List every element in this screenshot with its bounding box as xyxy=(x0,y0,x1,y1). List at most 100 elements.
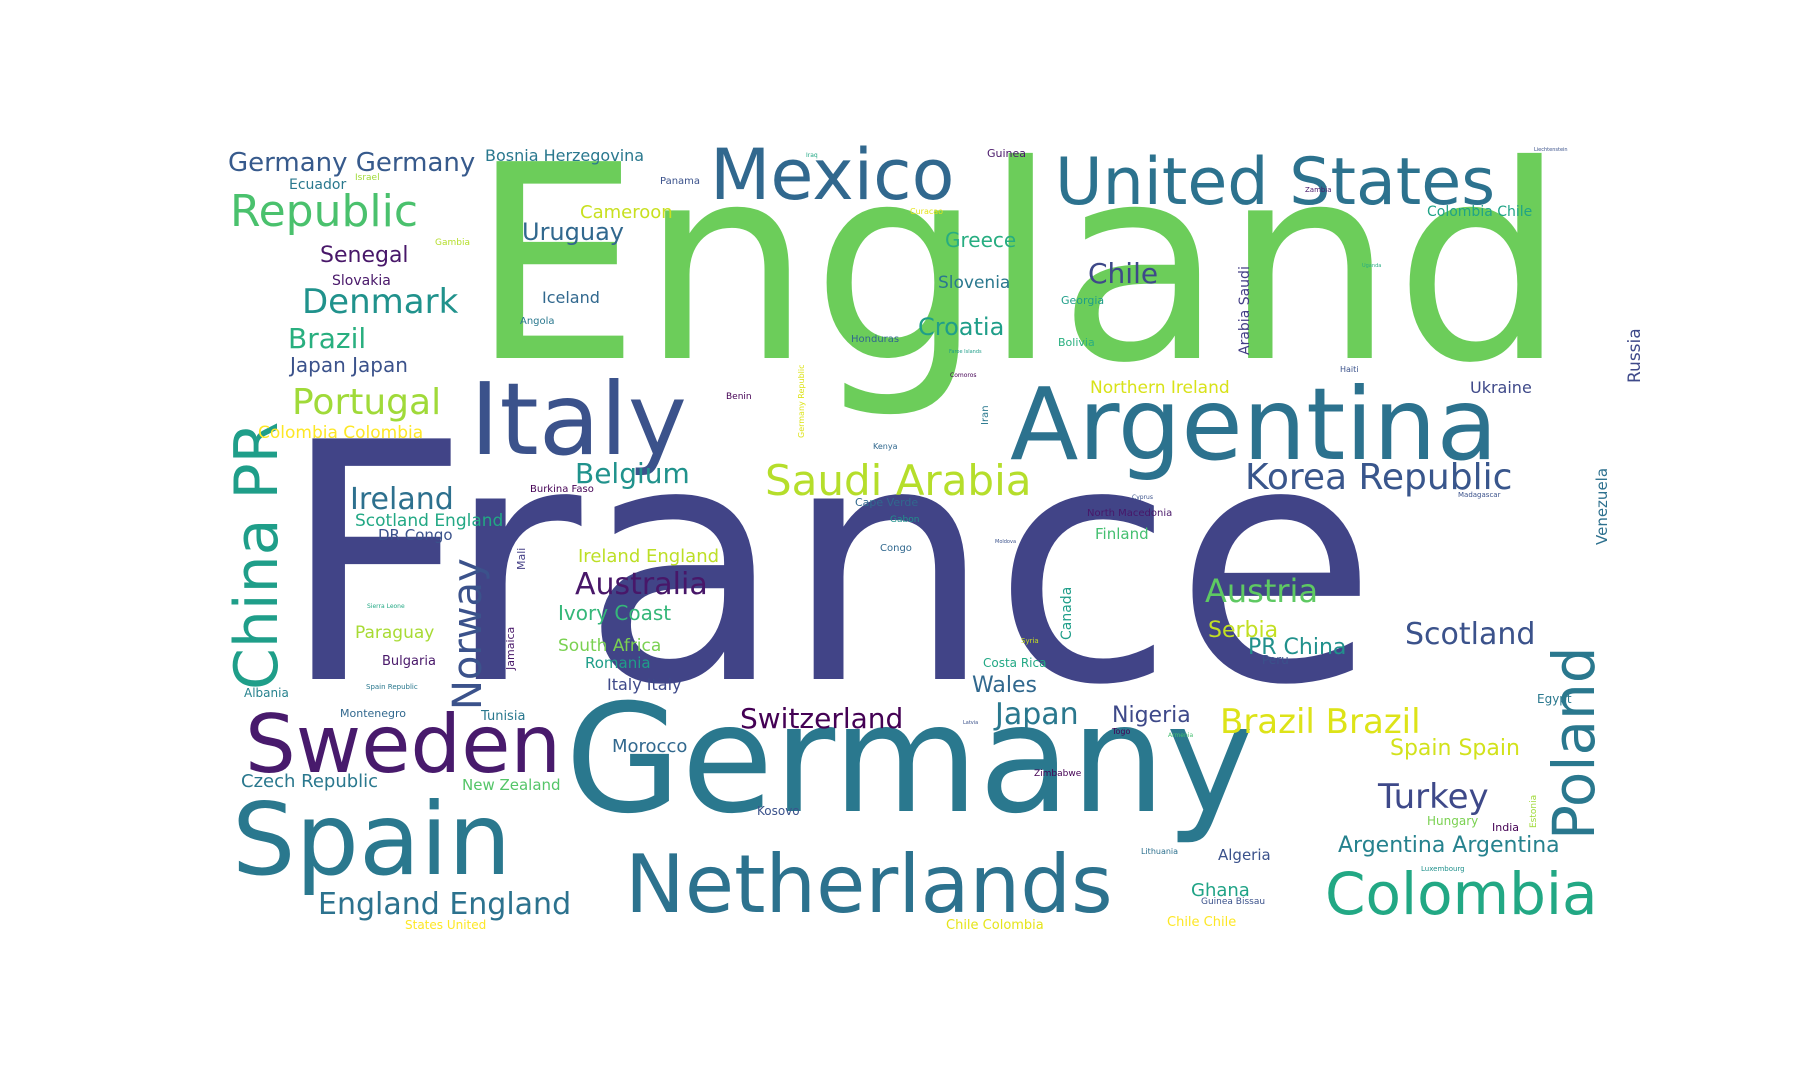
cloud-word: Scotland England xyxy=(355,511,504,531)
cloud-word: Colombia Colombia xyxy=(258,423,424,443)
cloud-word: Bulgaria xyxy=(382,654,436,669)
cloud-word: Czech Republic xyxy=(241,771,379,792)
cloud-word: Chile xyxy=(1088,257,1159,290)
cloud-word: Jamaica xyxy=(504,626,517,670)
cloud-word: Colombia xyxy=(1325,860,1598,928)
cloud-word: Peru xyxy=(1262,653,1289,667)
cloud-word: Guinea Bissau xyxy=(1201,897,1266,907)
cloud-word: Congo xyxy=(880,543,912,554)
cloud-word: Greece xyxy=(945,228,1017,252)
cloud-word: Haiti xyxy=(1340,365,1359,374)
cloud-word: Israel xyxy=(355,173,380,183)
cloud-word: Paraguay xyxy=(355,623,435,643)
cloud-word: Ukraine xyxy=(1470,378,1532,397)
cloud-word: Wales xyxy=(972,673,1037,698)
cloud-word: Nigeria xyxy=(1112,703,1191,728)
cloud-word: Italy Italy xyxy=(607,675,682,694)
cloud-word: Arabia Saudi xyxy=(1237,266,1253,355)
cloud-word: Senegal xyxy=(320,243,409,268)
cloud-word: South Africa xyxy=(558,636,662,656)
cloud-word: Uruguay xyxy=(522,218,624,246)
cloud-word: Honduras xyxy=(851,334,900,345)
cloud-word: Lithuania xyxy=(1141,847,1179,856)
cloud-word: Croatia xyxy=(918,313,1005,341)
cloud-word: Portugal xyxy=(292,382,442,423)
cloud-word: Gambia xyxy=(435,238,470,248)
cloud-word: Hungary xyxy=(1427,814,1479,828)
cloud-word: Spain Republic xyxy=(366,683,418,691)
cloud-word: Kenya xyxy=(873,442,898,451)
cloud-word: Ivory Coast xyxy=(558,601,672,625)
cloud-word: Germany Germany xyxy=(228,148,476,178)
cloud-word: Canada xyxy=(1059,586,1075,640)
cloud-word: Armenia xyxy=(1168,732,1194,739)
cloud-word: Slovenia xyxy=(938,273,1011,293)
cloud-word: Sierra Leone xyxy=(367,603,405,610)
cloud-word: Burkina Faso xyxy=(530,484,594,495)
cloud-word: Japan Japan xyxy=(290,353,408,377)
cloud-word: Mali xyxy=(515,547,528,570)
cloud-word: Bosnia Herzegovina xyxy=(485,146,645,165)
cloud-word: Comoros xyxy=(950,372,977,379)
cloud-word: France xyxy=(280,373,1378,757)
cloud-word: United States xyxy=(1055,145,1496,220)
cloud-word: Moldova xyxy=(995,539,1017,545)
cloud-word: Montenegro xyxy=(340,707,407,720)
cloud-word: Curacao xyxy=(910,207,944,216)
cloud-word: Argentina xyxy=(1010,366,1498,483)
cloud-word: Netherlands xyxy=(625,838,1113,931)
cloud-word: Germany Republic xyxy=(797,364,806,438)
cloud-word: Panama xyxy=(660,176,701,187)
cloud-word: Zambia xyxy=(1305,186,1332,194)
cloud-word: Costa Rica xyxy=(983,656,1047,670)
cloud-word: Brazil xyxy=(288,322,367,355)
cloud-word: Iran xyxy=(980,405,991,425)
cloud-word: Egypt xyxy=(1537,692,1572,706)
cloud-word: Georgia xyxy=(1061,294,1105,307)
cloud-word: Korea Republic xyxy=(1245,457,1513,498)
cloud-word: Scotland xyxy=(1405,617,1536,652)
cloud-word: North Macedonia xyxy=(1087,508,1173,519)
cloud-word: Colombia Chile xyxy=(1427,204,1533,220)
cloud-word: Faroe Islands xyxy=(949,349,982,355)
cloud-word: England xyxy=(470,107,1567,422)
cloud-word: Morocco xyxy=(612,736,688,757)
cloud-word: China PR xyxy=(222,421,292,690)
cloud-word: Angola xyxy=(520,316,555,327)
cloud-word: Ireland xyxy=(350,482,454,517)
cloud-word: Latvia xyxy=(963,720,979,726)
cloud-word: Belgium xyxy=(575,457,690,490)
cloud-word: Republic xyxy=(230,186,419,237)
cloud-word: Ghana xyxy=(1191,880,1250,901)
cloud-word: Romania xyxy=(585,654,651,672)
cloud-word: Liechtenstein xyxy=(1534,147,1568,153)
cloud-word: Switzerland xyxy=(740,702,904,735)
cloud-word: Benin xyxy=(726,392,752,402)
cloud-word: Albania xyxy=(244,686,289,700)
cloud-word: Saudi Arabia xyxy=(765,456,1032,505)
cloud-word: Cape Verde xyxy=(855,496,919,509)
cloud-word: Norway xyxy=(445,558,491,710)
cloud-word: Gabon xyxy=(890,515,920,525)
cloud-word: Zimbabwe xyxy=(1034,769,1082,779)
cloud-word: Ecuador xyxy=(289,177,347,193)
cloud-word: Tunisia xyxy=(481,709,526,724)
cloud-word: Iraq xyxy=(806,152,818,159)
cloud-word: Chile Chile xyxy=(1167,915,1237,930)
cloud-word: Australia xyxy=(575,567,708,602)
cloud-word: Mexico xyxy=(710,134,955,216)
cloud-word: Algeria xyxy=(1218,846,1271,864)
cloud-word: Spain xyxy=(232,781,512,898)
cloud-word: PR China xyxy=(1248,635,1347,660)
cloud-word: Cameroon xyxy=(580,202,673,223)
cloud-word: Kosovo xyxy=(757,804,800,818)
cloud-word: Venezuela xyxy=(1593,467,1611,545)
cloud-word: Madagascar xyxy=(1458,491,1501,499)
cloud-word: Italy xyxy=(470,361,687,478)
cloud-word: Japan xyxy=(995,697,1079,732)
cloud-word: Northern Ireland xyxy=(1090,378,1230,398)
cloud-word: Slovakia xyxy=(332,273,391,289)
cloud-word: Uganda xyxy=(1362,263,1382,269)
cloud-word: India xyxy=(1492,821,1519,834)
